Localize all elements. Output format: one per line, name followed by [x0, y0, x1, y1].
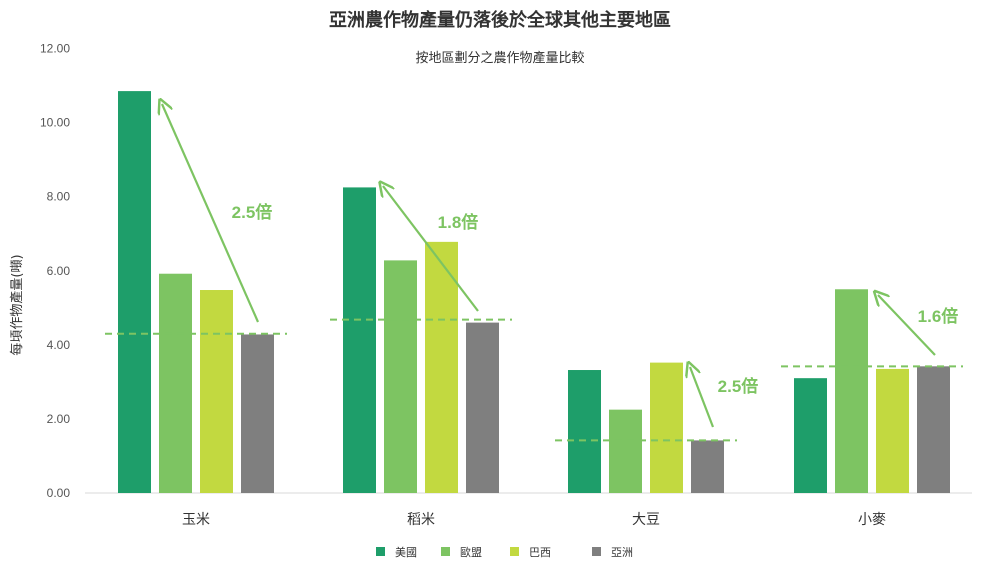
y-tick-label: 12.00	[40, 42, 70, 56]
legend-label: 美國	[395, 546, 417, 559]
x-category-label: 玉米	[182, 512, 210, 528]
bar-3-1	[200, 290, 233, 493]
bar-3-2	[425, 241, 458, 493]
x-category-label: 大豆	[632, 512, 660, 528]
annotation-label: 1.6倍	[918, 306, 959, 326]
legend-swatch	[510, 547, 519, 556]
legend-swatch	[592, 547, 601, 556]
bar-1-3	[568, 370, 601, 493]
y-tick-label: 4.00	[47, 338, 71, 352]
annotation-label: 2.5倍	[718, 376, 759, 396]
annotation-label: 2.5倍	[232, 202, 273, 222]
bar-1-1	[118, 91, 151, 494]
bar-4-2	[466, 322, 499, 493]
annotation-arrow	[878, 295, 936, 356]
bar-2-2	[384, 260, 417, 493]
legend: 美國 歐盟 巴西 亞洲	[376, 545, 633, 559]
legend-label: 巴西	[529, 546, 551, 559]
y-tick-label: 2.00	[47, 412, 71, 426]
chart-title: 亞洲農作物產量仍落後於全球其他主要地區	[329, 9, 671, 31]
annotation-label: 1.8倍	[438, 212, 479, 232]
y-tick-label: 0.00	[47, 486, 71, 500]
y-tick-label: 8.00	[47, 190, 71, 204]
bar-4-4	[917, 366, 950, 493]
bar-2-4	[835, 289, 868, 493]
annotation-arrow	[162, 104, 260, 323]
annotation-arrow	[690, 367, 715, 428]
y-tick-label: 6.00	[47, 264, 71, 278]
bar-2-3	[609, 409, 642, 493]
bar-2-1	[159, 273, 192, 493]
legend-label: 亞洲	[611, 546, 633, 559]
legend-label: 歐盟	[460, 545, 482, 559]
x-category-label: 稻米	[407, 512, 435, 528]
y-tick-label: 10.00	[40, 116, 70, 130]
bar-4-1	[241, 334, 274, 493]
chart-subtitle: 按地區劃分之農作物產量比較	[415, 50, 584, 66]
bar-1-4	[794, 378, 827, 493]
legend-swatch	[441, 547, 450, 556]
bar-1-2	[343, 187, 376, 493]
legend-swatch	[376, 547, 385, 556]
plot-area: 0.00 2.00 4.00 6.00 8.00 10.00 12.00 玉米 稻米 大豆 小麥 2.…	[40, 42, 963, 528]
bar-4-3	[691, 440, 724, 493]
bar-3-4	[876, 368, 909, 493]
annotation-arrow	[383, 186, 479, 312]
y-axis-label: 每頃作物產量(噸)	[9, 254, 25, 355]
x-category-label: 小麥	[858, 512, 886, 528]
bar-3-3	[650, 362, 683, 493]
